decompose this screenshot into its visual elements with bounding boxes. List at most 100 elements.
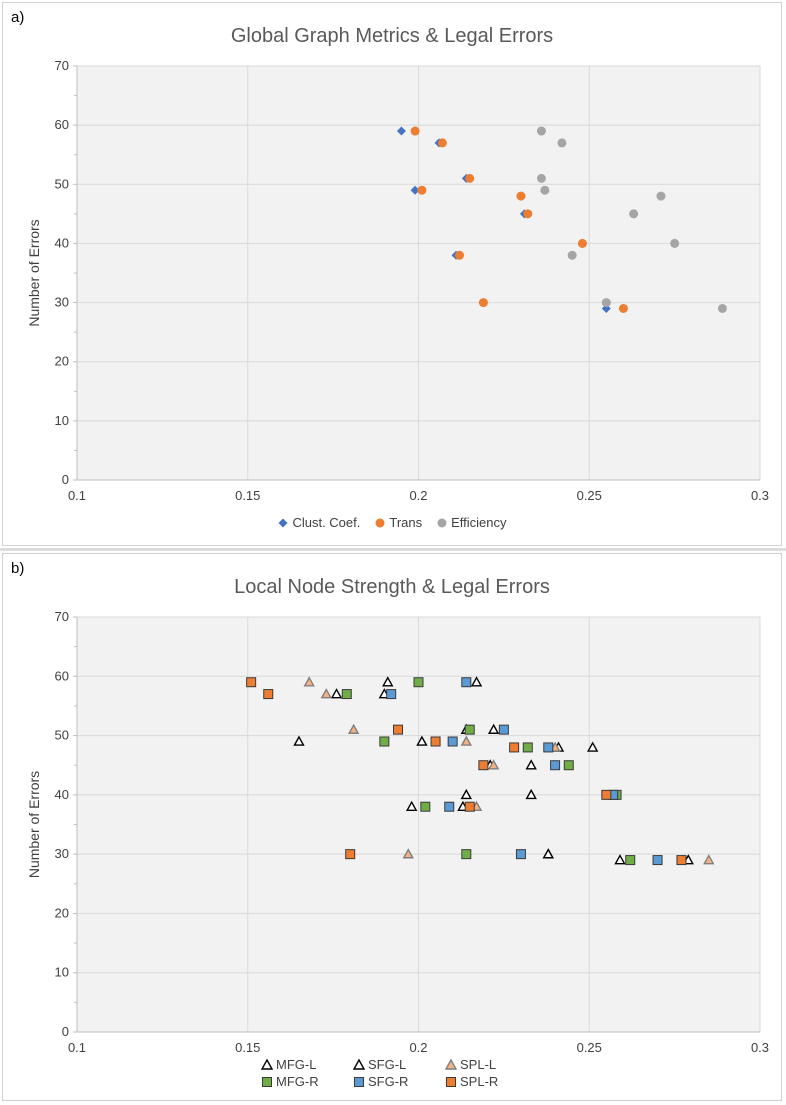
point-spl-l [320, 688, 332, 699]
point-sfg-r [386, 689, 397, 700]
panel-divider [0, 548, 786, 551]
legend-label: SFG-R [368, 1074, 409, 1089]
scatter-plot-a: 0 10 20 30 40 50 60 70 0.1 0.15 0.2 0.25 0.3 Number o… [26, 58, 769, 503]
y-tick-label: 20 [55, 905, 69, 920]
point-mfg-r [522, 742, 533, 753]
legend-marker-sfg-r [354, 1076, 364, 1087]
legend-marker-spl-r [446, 1076, 456, 1087]
point-mfg-r [464, 724, 475, 735]
point-sfg-r [498, 724, 509, 735]
point-mfg-l [525, 788, 537, 800]
point-efficiency [536, 173, 546, 183]
y-tick-label: 50 [55, 728, 69, 743]
x-tick-label: 0.25 [577, 1040, 602, 1055]
point-efficiency [557, 138, 567, 148]
legend-a: Clust. Coef. Trans Efficiency [3, 515, 781, 532]
point-trans [523, 209, 533, 219]
point-spl-l [303, 676, 315, 687]
point-clust-coef [410, 185, 420, 195]
point-sfg-l [460, 788, 472, 800]
point-mfg-r [379, 736, 390, 747]
point-trans [516, 191, 526, 201]
legend-b: MFG-L SFG-L SPL-L MFG-R SFG-R SPL-R [3, 1057, 781, 1091]
legend-marker-efficiency [437, 518, 447, 527]
point-trans [618, 303, 628, 313]
legend-marker-trans [375, 518, 385, 527]
legend-item-mfg-l: MFG-L [261, 1057, 339, 1072]
chart-title-a: Global Graph Metrics & Legal Errors [230, 25, 554, 47]
y-tick-label: 60 [55, 117, 69, 132]
x-tick-label: 0.2 [409, 488, 427, 503]
legend-label: SPL-L [460, 1057, 497, 1072]
legend-item-sfg-l: SFG-L [353, 1057, 431, 1072]
point-trans [577, 238, 587, 248]
y-tick-label: 30 [55, 846, 69, 861]
point-spl-l [460, 735, 472, 746]
x-tick-label: 0.3 [751, 1040, 769, 1055]
point-spl-r [430, 736, 441, 747]
point-mfg-r [413, 677, 424, 688]
point-sfg-r [444, 801, 455, 812]
point-trans [437, 138, 447, 148]
point-sfg-l [525, 759, 537, 770]
point-trans [417, 185, 427, 195]
point-spl-r [478, 760, 489, 771]
point-spl-r [263, 689, 274, 700]
chart-panel-a: a) Global Graph Metrics & Legal Errors 0… [2, 2, 782, 546]
point-sfg-r [543, 742, 554, 753]
y-tick-label: 60 [55, 668, 69, 683]
point-efficiency [601, 298, 611, 308]
legend-symbol-spl-l [445, 1058, 457, 1070]
legend-symbol-sfg-l [353, 1058, 365, 1070]
legend-label: SFG-L [368, 1057, 407, 1072]
legend-marker-clust-coef [278, 518, 288, 527]
y-axis-title: Number of Errors [26, 771, 42, 878]
legend-item-clust-coef: Clust. Coef. [277, 515, 360, 530]
point-sfg-r [461, 677, 472, 688]
point-mfg-r [341, 689, 352, 700]
legend-item-spl-l: SPL-L [445, 1057, 523, 1072]
point-mfg-l [405, 800, 418, 812]
legend-item-spl-r: SPL-R [445, 1074, 523, 1089]
series-sfg-r [386, 677, 663, 866]
point-efficiency [540, 185, 550, 195]
legend-row: MFG-L SFG-L SPL-L [3, 1057, 781, 1072]
legend-item-trans: Trans [374, 515, 422, 530]
point-spl-r [676, 855, 687, 866]
y-tick-label: 10 [55, 413, 69, 428]
point-mfg-r [625, 855, 636, 866]
legend-row: Clust. Coef. Trans Efficiency [3, 515, 781, 530]
point-mfg-r [461, 849, 472, 860]
x-tick-label: 0.3 [751, 488, 769, 503]
legend-marker-mfg-l [261, 1058, 273, 1070]
legend-label: Trans [389, 515, 423, 530]
y-tick-label: 70 [55, 609, 69, 624]
y-tick-label: 10 [55, 965, 69, 980]
point-efficiency [567, 250, 577, 260]
legend-marker-sfg-l [353, 1058, 365, 1070]
point-clust-coef [396, 126, 406, 136]
legend-label: SPL-R [460, 1074, 499, 1089]
point-efficiency [656, 191, 666, 201]
point-efficiency [670, 238, 680, 248]
legend-symbol-mfg-l [261, 1058, 273, 1070]
panel-label-a: a) [11, 9, 25, 26]
y-tick-label: 70 [55, 58, 69, 73]
legend-item-sfg-r: SFG-R [353, 1074, 431, 1089]
point-trans [410, 126, 420, 136]
x-tick-label: 0.1 [68, 1040, 86, 1055]
y-tick-label: 0 [62, 1024, 69, 1039]
legend-symbol-efficiency [437, 518, 447, 527]
point-sfg-l [416, 735, 428, 746]
x-tick-label: 0.25 [577, 488, 602, 503]
point-efficiency [717, 303, 727, 313]
point-spl-r [246, 677, 257, 688]
legend-symbol-sfg-r [354, 1076, 364, 1087]
point-efficiency [629, 209, 639, 219]
point-sfg-r [515, 849, 526, 860]
point-spl-r [464, 801, 475, 812]
scatter-plot-b: 0 10 20 30 40 50 60 70 0.1 0.15 0.2 0.25 0.3 Number o… [26, 609, 769, 1055]
point-mfg-l [330, 688, 343, 699]
chart-title-b: Local Node Strength & Legal Errors [234, 576, 550, 598]
x-tick-label: 0.15 [235, 1040, 260, 1055]
